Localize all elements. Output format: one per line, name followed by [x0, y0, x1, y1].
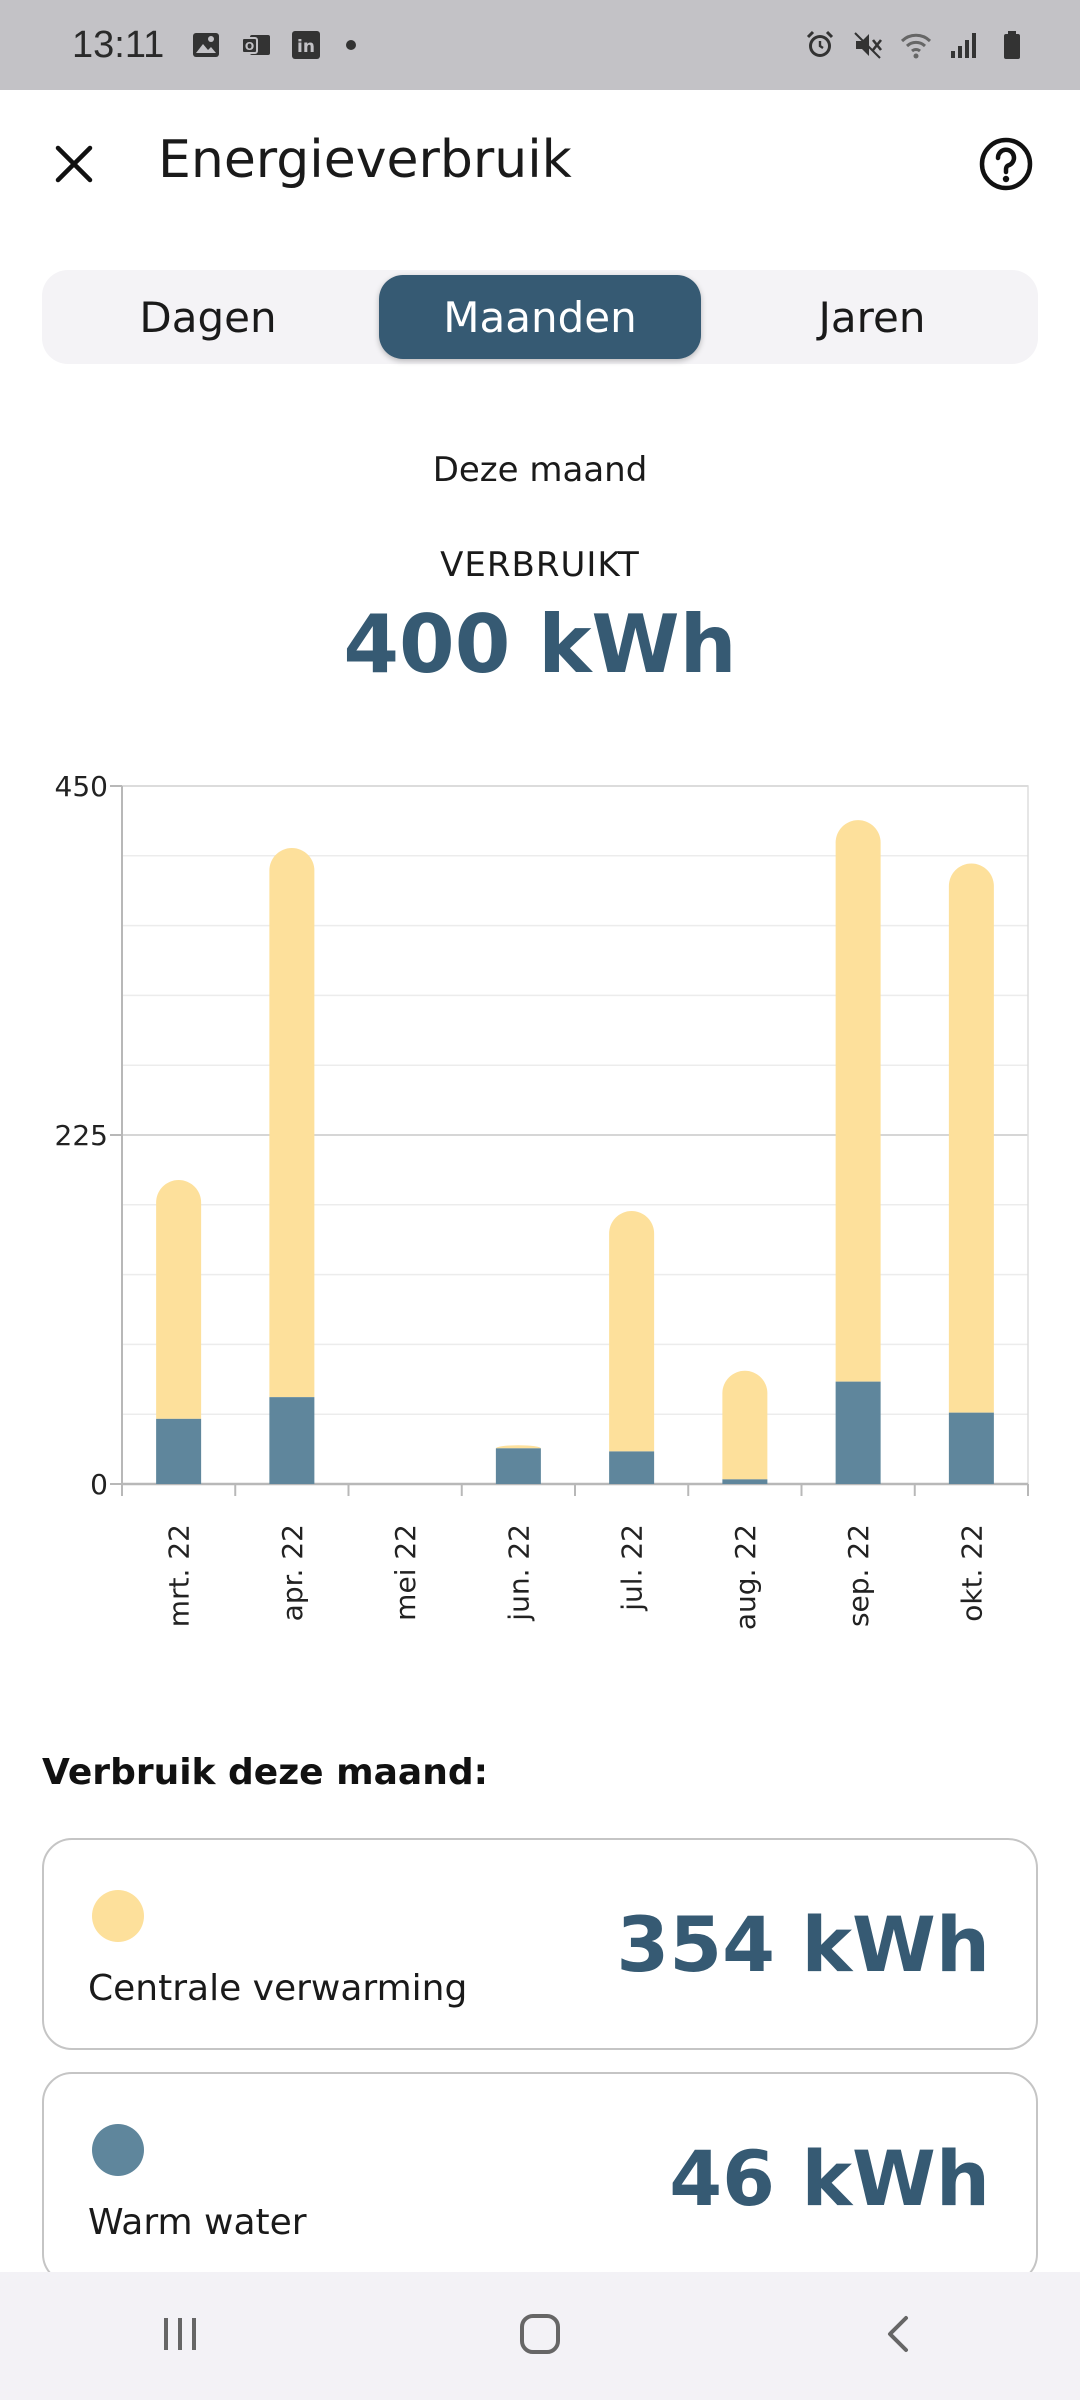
tab-jaren[interactable]: Jaren: [818, 292, 926, 342]
page-title: Energieverbruik: [158, 130, 572, 190]
home-button[interactable]: [495, 2291, 585, 2381]
svg-text:O: O: [245, 40, 254, 53]
bar-warm-water: [495, 1448, 541, 1484]
usage-chart[interactable]: 0 225 450 mrt. 22 apr. 22 mei 22 jun. 22 jul. 2…: [0, 760, 1080, 1660]
y-tick-label: 450: [55, 770, 108, 803]
x-tick-label: okt. 22: [955, 1524, 988, 1622]
bar-warm-water: [835, 1381, 881, 1484]
back-button[interactable]: [855, 2291, 945, 2381]
period-tabs: Dagen Maanden Jaren: [42, 270, 1038, 364]
y-tick-label: 0: [90, 1468, 108, 1501]
bar-heating: [269, 848, 315, 1398]
back-icon: [878, 2312, 922, 2360]
heating-value: 354 kWh: [616, 1900, 990, 1989]
linkedin-icon: in: [290, 29, 322, 61]
alarm-icon: [804, 29, 836, 61]
app-header: Energieverbruik: [0, 90, 1080, 240]
recent-apps-icon: [158, 2312, 202, 2360]
breakdown-title: Verbruik deze maand:: [42, 1752, 489, 1793]
close-icon: [52, 142, 96, 190]
tab-dagen[interactable]: Dagen: [139, 292, 277, 342]
mute-icon: [852, 29, 884, 61]
x-tick-label: jul. 22: [616, 1524, 649, 1612]
y-tick-label: 225: [55, 1119, 108, 1152]
outlook-icon: O: [240, 29, 272, 61]
status-right: [804, 29, 1028, 61]
status-time: 13:11: [72, 23, 165, 66]
bar-warm-water: [156, 1418, 202, 1484]
image-icon: [190, 29, 222, 61]
status-bar: 13:11 O in: [0, 0, 1080, 90]
warm-water-value: 46 kWh: [669, 2134, 990, 2223]
bar-warm-water: [609, 1451, 655, 1484]
home-icon: [515, 2309, 565, 2363]
notification-dot: [346, 40, 357, 50]
bar-heating: [835, 820, 881, 1382]
heating-color-dot: [92, 1890, 144, 1942]
recent-apps-button[interactable]: [135, 2291, 225, 2381]
bar-warm-water: [722, 1479, 768, 1484]
usage-chart-svg: 0 225 450 mrt. 22 apr. 22 mei 22 jun. 22 jul. 2…: [55, 770, 1029, 1630]
bar-heating: [722, 1370, 768, 1480]
help-icon: [978, 136, 1034, 196]
battery-icon: [996, 29, 1028, 61]
heating-label: Centrale verwarming: [88, 1968, 468, 2009]
x-tick-label: mei 22: [389, 1524, 422, 1621]
bar-heating: [948, 863, 994, 1413]
summary-value: 400 kWh: [343, 598, 737, 691]
svg-text:in: in: [297, 37, 315, 57]
x-tick-label: jun. 22: [502, 1524, 535, 1622]
bar-heating: [495, 1445, 541, 1449]
status-left: 13:11 O in: [72, 23, 357, 67]
summary-label: VERBRUIKT: [440, 545, 640, 585]
help-button[interactable]: [978, 136, 1034, 196]
breakdown-card-heating[interactable]: Centrale verwarming 354 kWh: [42, 1838, 1038, 2050]
bar-warm-water: [269, 1397, 315, 1484]
warm-water-label: Warm water: [88, 2202, 307, 2243]
wifi-icon: [900, 29, 932, 61]
bar-heating: [156, 1179, 202, 1419]
signal-icon: [948, 29, 980, 61]
bar-heating: [609, 1211, 655, 1452]
warm-water-color-dot: [92, 2124, 144, 2176]
x-tick-label: sep. 22: [842, 1524, 875, 1627]
x-tick-label: apr. 22: [276, 1524, 309, 1621]
close-button[interactable]: [46, 138, 102, 194]
bar-warm-water: [948, 1412, 994, 1484]
breakdown-card-warm-water[interactable]: Warm water 46 kWh: [42, 2072, 1038, 2284]
summary-period: Deze maand: [432, 450, 648, 490]
x-tick-label: mrt. 22: [163, 1524, 196, 1627]
x-tick-label: aug. 22: [729, 1524, 762, 1630]
system-nav-bar: [0, 2272, 1080, 2400]
tab-maanden[interactable]: Maanden: [379, 275, 701, 359]
